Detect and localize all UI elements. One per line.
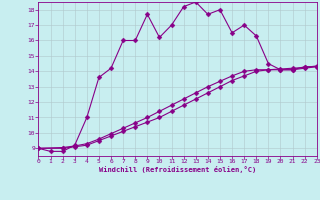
X-axis label: Windchill (Refroidissement éolien,°C): Windchill (Refroidissement éolien,°C) bbox=[99, 166, 256, 173]
